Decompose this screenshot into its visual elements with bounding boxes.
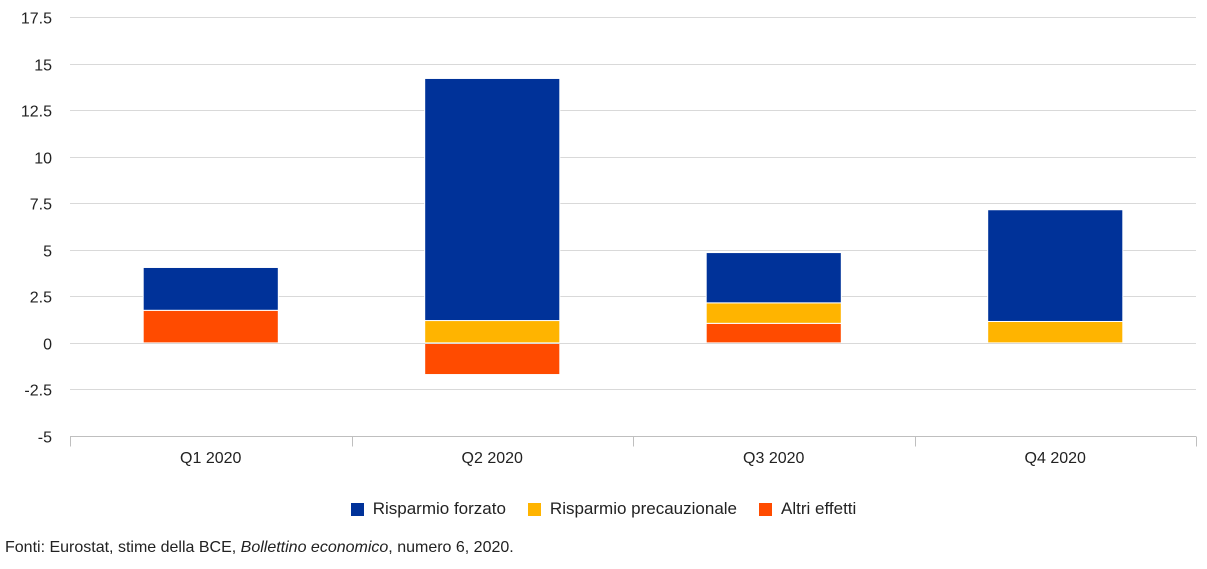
y-tick-label: 2.5 (30, 290, 52, 307)
chart: 17.5 15 12.5 10 7.5 5 2.5 0 -2.5 -5 Q1 2020 Q2 2020… (21, 11, 1197, 467)
x-category-label: Q2 2020 (462, 450, 523, 467)
bar-risparmio-precauzionale (705, 302, 842, 324)
bar-risparmio-precauzionale (424, 320, 561, 344)
legend-swatch (759, 502, 773, 516)
legend-label: Risparmio precauzionale (549, 499, 738, 518)
y-tick-label: 7.5 (30, 197, 52, 214)
bar-risparmio-forzato (424, 77, 561, 322)
legend-label: Altri effetti (781, 499, 857, 518)
bar-risparmio-precauzionale (987, 320, 1124, 344)
source-prefix: Fonti: Eurostat, stime della BCE, (5, 539, 241, 556)
bar-risparmio-forzato (142, 266, 279, 311)
source-suffix: , numero 6, 2020. (388, 539, 514, 556)
bar-risparmio-forzato (705, 252, 842, 304)
legend: Risparmio forzato Risparmio precauzional… (0, 496, 1207, 522)
legend-label: Risparmio forzato (372, 499, 506, 518)
x-category-label: Q1 2020 (180, 450, 241, 467)
bar-risparmio-forzato (987, 209, 1124, 322)
legend-item-risparmio-forzato[interactable]: Risparmio forzato (350, 499, 506, 519)
legend-item-risparmio-precauzionale[interactable]: Risparmio precauzionale (527, 499, 738, 519)
y-tick-label: -2.5 (24, 383, 52, 400)
x-category-label: Q3 2020 (743, 450, 804, 467)
source-note: Fonti: Eurostat, stime della BCE, Bollet… (5, 539, 514, 557)
y-tick-label: 5 (43, 244, 52, 261)
source-italic: Bollettino economico (240, 539, 389, 556)
bar-altri-effetti (424, 342, 561, 376)
y-tick-label: 17.5 (21, 11, 52, 28)
legend-item-altri-effetti[interactable]: Altri effetti (759, 499, 856, 519)
legend-swatch (350, 502, 364, 516)
y-tick-label: 12.5 (21, 104, 52, 121)
bar-altri-effetti (142, 309, 279, 344)
y-tick-label: 10 (34, 151, 52, 168)
legend-swatch (527, 502, 541, 516)
bar-altri-effetti (705, 322, 842, 344)
y-tick-label: 15 (34, 58, 52, 75)
y-tick-label: -5 (38, 430, 52, 447)
y-tick-label: 0 (43, 337, 52, 354)
x-category-label: Q4 2020 (1025, 450, 1086, 467)
